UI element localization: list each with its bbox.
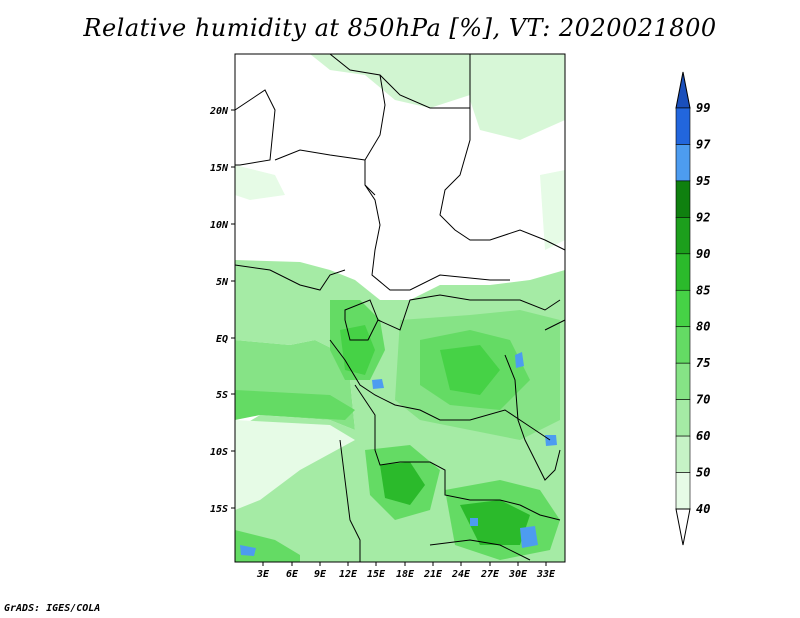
lon-label: 21E bbox=[423, 569, 443, 580]
lat-label: 5N bbox=[216, 277, 229, 288]
colorbar-label: 60 bbox=[696, 429, 710, 443]
lat-label: 10N bbox=[210, 220, 229, 231]
colorbar-label: 85 bbox=[696, 283, 710, 297]
colorbar-label: 97 bbox=[696, 137, 711, 151]
colorbar-band bbox=[675, 435, 691, 473]
colorbar-label: 40 bbox=[696, 502, 710, 516]
colorbar-band bbox=[675, 217, 691, 255]
colorbar-band bbox=[675, 253, 691, 291]
colorbar-label: 92 bbox=[696, 210, 710, 224]
lon-label: 6E bbox=[286, 569, 299, 580]
map-title: Relative humidity at 850hPa [%], VT: 202… bbox=[83, 14, 717, 42]
colorbar-band bbox=[675, 180, 691, 218]
colorbar-band bbox=[675, 289, 691, 328]
lon-label: 27E bbox=[480, 569, 500, 580]
lon-label: 9E bbox=[314, 569, 327, 580]
colorbar-label: 80 bbox=[696, 320, 710, 334]
lat-label: 10S bbox=[210, 447, 228, 458]
country-borders bbox=[234, 53, 566, 562]
colorbar-top-arrow bbox=[675, 71, 691, 109]
lon-label: 33E bbox=[536, 569, 556, 580]
lon-label: 24E bbox=[451, 569, 471, 580]
colorbar-band bbox=[675, 362, 691, 400]
colorbar-band bbox=[675, 399, 691, 437]
lon-label: 18E bbox=[396, 569, 415, 580]
lon-label: 3E bbox=[256, 569, 270, 580]
footer-credit: GrADS: IGES/COLA bbox=[4, 603, 101, 614]
latitude-labels: 20N 15N 10N 5N EQ 5S 10S 15S bbox=[209, 106, 229, 515]
humidity-shading bbox=[235, 54, 565, 562]
colorbar-swatches bbox=[675, 71, 691, 546]
colorbar-bottom-arrow bbox=[675, 508, 691, 546]
lat-label: EQ bbox=[216, 334, 228, 345]
map-area bbox=[234, 53, 566, 563]
longitude-labels: 3E 6E 9E 12E 15E 18E 21E 24E 27E 30E 33E bbox=[256, 569, 556, 580]
lon-label: 15E bbox=[367, 569, 386, 580]
colorbar: 99 97 95 92 90 85 80 75 70 60 50 40 bbox=[675, 71, 711, 546]
longitude-ticks bbox=[262, 562, 547, 566]
latitude-ticks bbox=[231, 109, 235, 509]
colorbar-label: 95 bbox=[696, 174, 710, 188]
lat-label: 15N bbox=[210, 163, 229, 174]
colorbar-label: 70 bbox=[696, 393, 710, 407]
lon-label: 12E bbox=[339, 569, 358, 580]
lon-label: 30E bbox=[508, 569, 528, 580]
colorbar-label: 90 bbox=[696, 247, 710, 261]
colorbar-label: 50 bbox=[696, 466, 710, 480]
colorbar-labels: 99 97 95 92 90 85 80 75 70 60 50 40 bbox=[696, 101, 711, 516]
lat-label: 5S bbox=[216, 390, 228, 401]
colorbar-band bbox=[675, 326, 691, 364]
colorbar-label: 75 bbox=[696, 356, 710, 370]
colorbar-band bbox=[675, 144, 691, 182]
colorbar-band bbox=[675, 107, 691, 145]
lat-label: 15S bbox=[210, 504, 228, 515]
colorbar-label: 99 bbox=[696, 101, 710, 115]
lat-label: 20N bbox=[209, 106, 229, 117]
colorbar-band bbox=[675, 472, 691, 510]
